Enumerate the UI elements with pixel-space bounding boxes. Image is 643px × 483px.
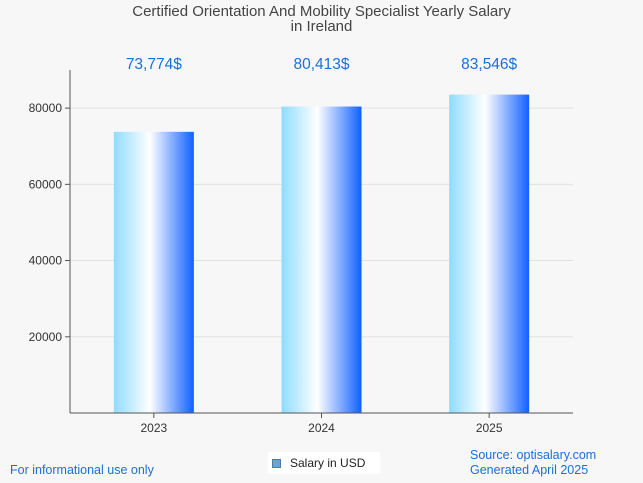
value-label-2023: 73,774$ xyxy=(126,56,182,73)
x-tick-label-2024: 2024 xyxy=(308,421,335,435)
source-block: Source: optisalary.com Generated April 2… xyxy=(470,448,596,478)
source-link[interactable]: Source: optisalary.com xyxy=(470,448,597,462)
generated-date: Generated April 2025 xyxy=(470,463,589,477)
y-tick-label-3: 80000 xyxy=(29,101,63,115)
disclaimer-text: For informational use only xyxy=(10,463,154,477)
bar-2025 xyxy=(449,94,530,413)
x-tick-label-2023: 2023 xyxy=(140,421,167,435)
legend-label: Salary in USD xyxy=(290,456,366,470)
chart-title-line1: Certified Orientation And Mobility Speci… xyxy=(132,3,511,20)
legend: Salary in USD xyxy=(268,452,380,474)
value-label-2025: 83,546$ xyxy=(461,56,517,73)
y-tick-label-1: 40000 xyxy=(29,254,63,268)
value-label-2024: 80,413$ xyxy=(293,56,349,73)
legend-swatch xyxy=(272,458,281,468)
y-tick-label-2: 60000 xyxy=(29,177,63,191)
x-tick-label-2025: 2025 xyxy=(476,421,503,435)
bar-2023 xyxy=(113,131,194,413)
chart-title-line2: in Ireland xyxy=(290,18,353,35)
bar-2024 xyxy=(281,106,362,414)
y-tick-label-0: 20000 xyxy=(29,330,63,344)
